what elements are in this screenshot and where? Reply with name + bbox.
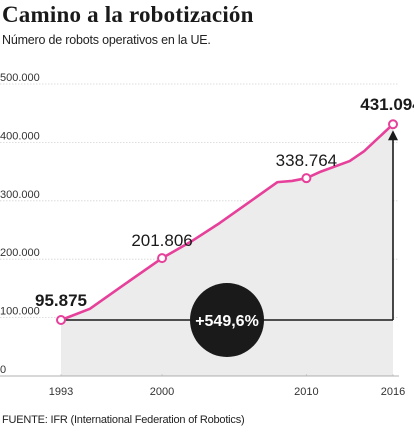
area-fill bbox=[61, 124, 393, 376]
chart-subtitle: Número de robots operativos en la UE. bbox=[2, 33, 211, 47]
y-tick-label: 300.000 bbox=[0, 189, 40, 201]
chart-title: Camino a la robotización bbox=[2, 2, 254, 27]
x-tick-label: 1993 bbox=[49, 386, 73, 398]
data-label: 201.806 bbox=[131, 231, 192, 250]
growth-badge-label: +549,6% bbox=[195, 313, 259, 330]
y-tick-label: 500.000 bbox=[0, 72, 40, 84]
x-tick-label: 2010 bbox=[294, 386, 318, 398]
growth-badge bbox=[190, 283, 264, 358]
data-point-marker bbox=[388, 119, 398, 130]
y-tick-label: 0 bbox=[0, 364, 6, 376]
x-tick-label: 2000 bbox=[150, 386, 174, 398]
y-tick-label: 200.000 bbox=[0, 247, 40, 259]
source-note: FUENTE: IFR (International Federation of… bbox=[2, 414, 245, 426]
data-point-marker bbox=[56, 315, 66, 326]
growth-arrow-head bbox=[388, 130, 398, 141]
data-label: 95.875 bbox=[35, 291, 87, 310]
data-label: 338.764 bbox=[276, 151, 337, 170]
y-tick-label: 100.000 bbox=[0, 306, 40, 318]
data-point-marker bbox=[157, 253, 168, 264]
x-tick-label: 2016 bbox=[381, 386, 405, 398]
data-point-marker bbox=[301, 173, 312, 184]
data-label: 431.094 bbox=[360, 95, 414, 114]
y-tick-label: 400.000 bbox=[0, 130, 40, 142]
series-line bbox=[59, 122, 395, 322]
